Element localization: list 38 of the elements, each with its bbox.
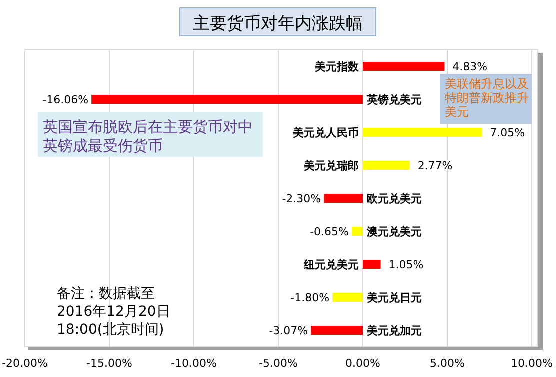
data-label: 4.83% (452, 60, 488, 74)
chart-title: 主要货币对年内涨跌幅 (193, 14, 363, 34)
annotation: 美联储升息以及特朗普新政推升美元 (445, 77, 529, 119)
bar (363, 128, 482, 137)
x-tick-label: 0.00% (346, 357, 380, 370)
x-tick-label: -10.00% (171, 357, 217, 370)
x-tick-label: -20.00% (2, 357, 48, 370)
annotation: 备注：数据截至2016年12月20日18:00(北京时间) (57, 286, 170, 338)
x-tick-label: -5.00% (259, 357, 298, 370)
data-label: -1.80% (290, 292, 330, 304)
y-tick-label: 美元兑瑞郎 (303, 160, 359, 172)
data-label: 1.05% (388, 258, 424, 272)
data-label: 7.05% (490, 126, 526, 140)
y-tick-label: 欧元兑美元 (367, 192, 422, 206)
data-label: -3.07% (269, 324, 308, 338)
bar (332, 293, 363, 302)
annotation: 英国宣布脱欧后在主要货币对中英镑成最受伤货币 (43, 118, 253, 155)
bar (352, 227, 363, 236)
y-tick-label: 美元兑日元 (366, 292, 422, 304)
bar (311, 326, 363, 335)
x-tick-label: 5.00% (430, 357, 465, 370)
bar (363, 161, 410, 170)
y-tick-label: 英镑兑美元 (366, 94, 422, 106)
y-tick-label: 澳元兑美元 (366, 226, 422, 238)
x-tick-label: -15.00% (86, 357, 132, 370)
data-label: -16.06% (42, 94, 89, 106)
y-tick-label: 美元兑加元 (366, 324, 422, 338)
bar (92, 95, 363, 104)
data-label: -0.65% (310, 226, 350, 238)
y-tick-label: 美元指数 (314, 60, 360, 74)
y-tick-label: 纽元兑美元 (303, 258, 359, 272)
bar (324, 194, 363, 203)
data-label: -2.30% (282, 192, 322, 206)
bar (363, 62, 445, 71)
bar (363, 260, 381, 269)
x-tick-label: 10.00% (511, 357, 553, 370)
y-tick-label: 美元兑人民币 (292, 126, 359, 140)
data-label: 2.77% (418, 160, 453, 172)
